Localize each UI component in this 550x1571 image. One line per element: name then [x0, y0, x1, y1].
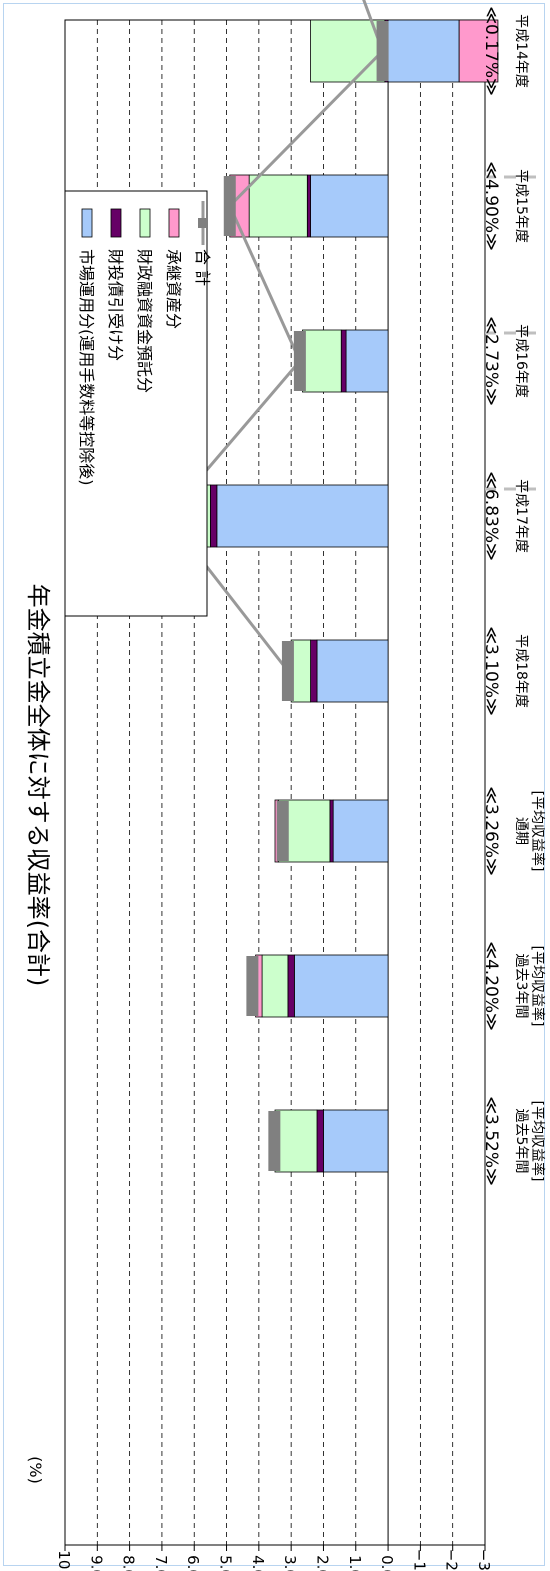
- y-tick-label: 3.0: [281, 1555, 299, 1571]
- bar-segment-1: [310, 174, 389, 238]
- y-tick-label: 5.0: [217, 1555, 235, 1571]
- bar-segment-2: [340, 329, 347, 393]
- legend-label: 財政融資資金預託分: [135, 249, 154, 393]
- bar-segment-1: [323, 1109, 389, 1173]
- bar-segment-1: [345, 329, 389, 393]
- bar-segment-3: [248, 174, 308, 238]
- category-label: 過去5年間: [513, 1109, 529, 1174]
- y-tick-label: 0.0: [378, 1555, 396, 1571]
- y-tick-label: −2.0: [443, 1549, 461, 1571]
- bar-segment-1: [216, 484, 389, 548]
- category-label-sub: [平均収益率]: [529, 791, 546, 872]
- total-marker: [246, 956, 259, 1016]
- bar-segment-2: [316, 1109, 324, 1173]
- bar-segment-2: [306, 174, 311, 238]
- legend-swatch: [139, 208, 151, 238]
- total-marker: [223, 176, 236, 236]
- total-label: ≪3.52%≫: [481, 1096, 501, 1186]
- category-label: 平成16年度: [513, 324, 529, 398]
- legend: 市場運用分(運用手数料等控除後) 財投債引受け分 財政融資資金預託分 承継資産分合 計: [64, 190, 212, 617]
- unit-label: (%): [26, 1456, 45, 1484]
- total-marker: [276, 801, 289, 861]
- y-tick-label: 7.0: [152, 1555, 170, 1571]
- bar-segment-2: [287, 954, 295, 1018]
- category-label: 平成15年度: [513, 169, 529, 243]
- bar-segment-3: [302, 329, 342, 393]
- y-tick-label: 1.0: [346, 1555, 364, 1571]
- bar-segment-1: [387, 19, 460, 83]
- y-tick-label: 4.0: [249, 1555, 267, 1571]
- legend-swatch: [110, 208, 122, 238]
- total-label: ≪4.90%≫: [481, 161, 501, 251]
- category-label: 平成14年度: [513, 14, 529, 88]
- category-label-sub: [平均収益率]: [529, 1101, 546, 1182]
- bar-segment-1: [316, 639, 389, 703]
- category-label: 平成17年度: [513, 479, 529, 553]
- category-label: 過去3年間: [513, 954, 529, 1019]
- legend-swatch: [81, 208, 93, 238]
- total-label: ≪4.20%≫: [481, 941, 501, 1031]
- legend-label: 承継資産分: [164, 249, 183, 329]
- bar-segment-4: [458, 19, 499, 83]
- y-tick-label: 6.0: [184, 1555, 202, 1571]
- y-tick-label: −3.0: [475, 1549, 493, 1571]
- category-label: 平成18年度: [513, 634, 529, 708]
- total-label: ≪3.26%≫: [481, 786, 501, 876]
- chart-title: 年金積立金全体に対する収益率(合計): [24, 584, 52, 987]
- bar-segment-2: [310, 639, 318, 703]
- legend-label: 合 計: [193, 249, 212, 286]
- total-marker: [281, 641, 294, 701]
- total-marker: [268, 1111, 281, 1171]
- bar-segment-2: [329, 799, 334, 863]
- y-tick-label: 2.0: [313, 1555, 331, 1571]
- total-label: ≪6.83%≫: [481, 471, 501, 561]
- legend-label: 市場運用分(運用手数料等控除後): [77, 249, 96, 486]
- bar-segment-1: [332, 799, 389, 863]
- bar-segment-2: [209, 484, 218, 548]
- bar-segment-3: [290, 639, 311, 703]
- y-tick-label: −1.0: [410, 1549, 428, 1571]
- rotated-chart-group: 年金積立金全体に対する収益率(合計) (%) 10.0 9.0 8.0 7.0 6.0 5…: [24, 0, 546, 1571]
- total-label: ≪2.73%≫: [481, 316, 501, 406]
- category-label: 通期: [513, 817, 529, 845]
- total-marker: [293, 331, 306, 391]
- total-label: ≪0.17%≫: [481, 6, 501, 96]
- y-tick-label: 8.0: [120, 1555, 138, 1571]
- legend-box: [64, 190, 208, 617]
- total-marker: [376, 21, 389, 81]
- y-tick-label: 9.0: [87, 1555, 105, 1571]
- bar-segment-3: [261, 954, 289, 1018]
- category-label-sub: [平均収益率]: [529, 946, 546, 1027]
- y-tick-label: 10.0: [55, 1550, 73, 1571]
- bar-segment-3: [274, 1109, 318, 1173]
- legend-swatch: [168, 208, 180, 238]
- bar-segment-1: [293, 954, 389, 1018]
- chart-frame: [3, 3, 545, 1566]
- legend-marker-swatch: [198, 218, 208, 228]
- total-label: ≪3.10%≫: [481, 626, 501, 716]
- legend-label: 財投債引受け分: [106, 249, 125, 361]
